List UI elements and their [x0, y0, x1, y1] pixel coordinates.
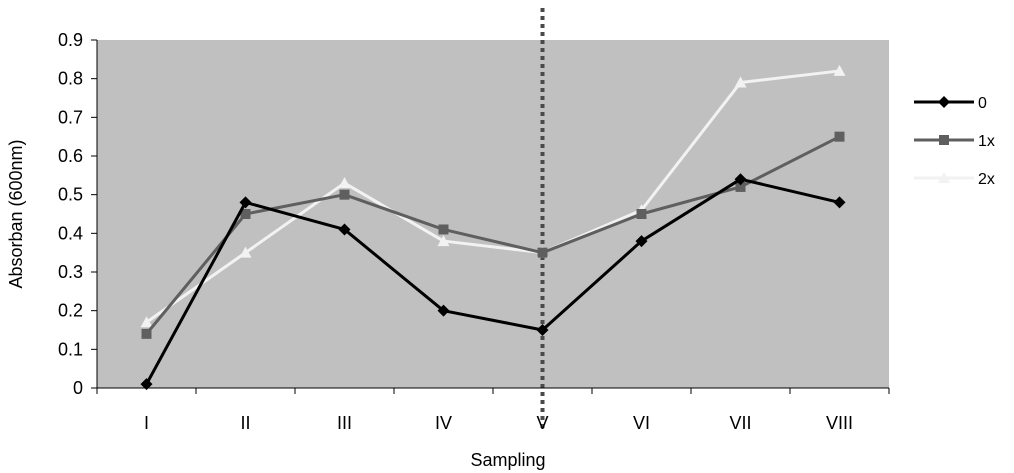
legend-item: 0 — [914, 95, 987, 112]
data-point — [437, 235, 450, 247]
y-tick-label: 0.8 — [58, 69, 83, 89]
x-tick-label: II — [240, 413, 250, 433]
data-point — [338, 223, 351, 236]
series-1x — [141, 131, 845, 339]
data-point — [833, 64, 846, 76]
x-tick-label: VI — [633, 413, 650, 433]
y-axis-ticks: 0 0.1 0.2 0.3 0.4 0.5 0.6 0.7 0.8 0.9 — [58, 30, 97, 398]
data-point — [338, 177, 351, 189]
data-point — [438, 224, 449, 235]
plot-area — [97, 40, 889, 388]
data-point — [734, 76, 747, 88]
y-tick-label: 0.5 — [58, 185, 83, 205]
data-point — [735, 181, 746, 192]
series-line — [145, 177, 840, 385]
x-tick-label: IV — [435, 413, 452, 433]
data-point — [240, 209, 251, 219]
data-point — [636, 209, 647, 219]
data-point — [437, 304, 450, 317]
y-tick-label: 0.3 — [58, 262, 83, 282]
data-point — [239, 246, 252, 258]
y-tick-label: 0.4 — [58, 223, 83, 243]
y-tick-label: 0.9 — [58, 30, 83, 50]
legend-label: 2x — [978, 171, 995, 188]
x-tick-label: I — [144, 413, 149, 433]
data-point — [635, 235, 648, 248]
data-point — [834, 131, 845, 142]
legend-marker — [938, 172, 950, 183]
y-tick-label: 0.1 — [58, 339, 83, 359]
chart-marks — [140, 8, 846, 428]
x-axis-title: Sampling — [470, 450, 545, 470]
data-point — [140, 378, 153, 391]
legend-label: 0 — [978, 95, 987, 112]
data-point — [140, 316, 153, 328]
series-line — [145, 135, 841, 335]
y-tick-label: 0 — [73, 378, 83, 398]
x-tick-label: VIII — [826, 413, 853, 433]
data-point — [239, 196, 252, 209]
y-tick-label: 0.6 — [58, 146, 83, 166]
data-point — [141, 328, 152, 339]
legend-marker — [938, 96, 950, 108]
series-line — [145, 69, 840, 324]
y-tick-label: 0.7 — [58, 107, 83, 127]
data-point — [339, 189, 350, 200]
legend: 0 1x 2x — [914, 95, 995, 188]
data-point — [734, 173, 747, 186]
legend-marker — [939, 135, 949, 145]
legend-item: 1x — [914, 133, 995, 150]
x-tick-label: III — [337, 413, 352, 433]
data-point — [833, 196, 846, 209]
legend-label: 1x — [978, 133, 995, 150]
legend-item: 2x — [914, 171, 995, 188]
x-tick-label: V — [536, 413, 548, 433]
data-point — [537, 247, 548, 258]
series-0 — [140, 173, 846, 391]
x-tick-label: VII — [729, 413, 751, 433]
x-axis-ticks: I II III IV V VI VII VIII — [96, 388, 890, 433]
y-axis-title: Absorban (600nm) — [6, 139, 26, 288]
y-tick-label: 0.2 — [58, 301, 83, 321]
data-point — [536, 324, 549, 336]
